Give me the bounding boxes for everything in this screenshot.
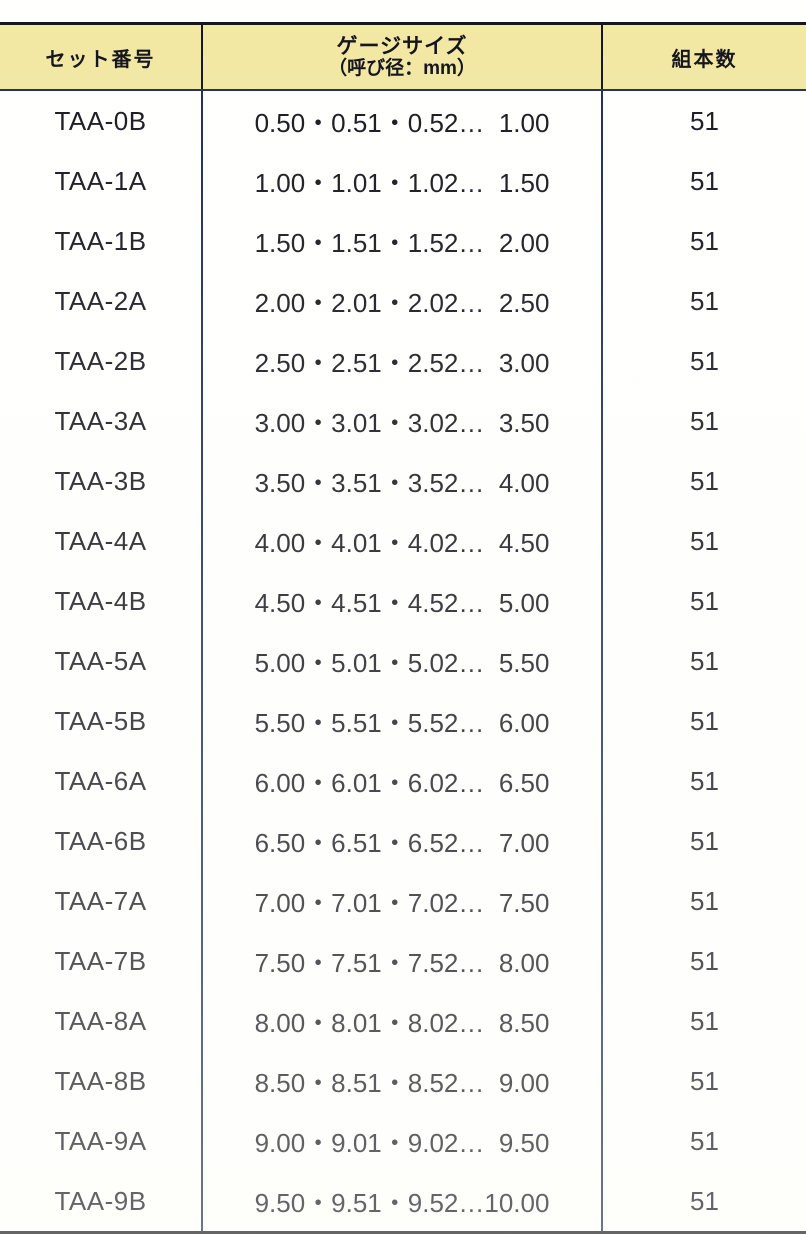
cell-count: 51 bbox=[602, 811, 806, 871]
table-row: TAA-3A 3.00・3.01・3.02… 3.50 51 bbox=[0, 391, 806, 451]
table-header: セット番号 ゲージサイズ （呼び径：mm） 組本数 bbox=[0, 22, 806, 91]
cell-gauge-size: 7.50・7.51・7.52… 8.00 bbox=[202, 931, 603, 991]
cell-set-no: TAA-5A bbox=[0, 631, 203, 691]
table-row: TAA-3B 3.50・3.51・3.52… 4.00 51 bbox=[0, 451, 806, 511]
cell-gauge-size: 2.50・2.51・2.52… 3.00 bbox=[202, 331, 603, 391]
cell-count: 51 bbox=[602, 691, 806, 751]
cell-set-no: TAA-1B bbox=[0, 211, 203, 271]
cell-count: 51 bbox=[602, 931, 806, 991]
cell-set-no: TAA-4B bbox=[0, 571, 203, 631]
cell-set-no: TAA-8A bbox=[0, 991, 203, 1051]
cell-gauge-size: 5.00・5.01・5.02… 5.50 bbox=[202, 631, 603, 691]
cell-count: 51 bbox=[602, 1051, 806, 1111]
table-row: TAA-5A 5.00・5.01・5.02… 5.50 51 bbox=[0, 631, 806, 691]
cell-gauge-size: 5.50・5.51・5.52… 6.00 bbox=[202, 691, 603, 751]
cell-count: 51 bbox=[602, 871, 806, 931]
column-header-gauge-size: ゲージサイズ （呼び径：mm） bbox=[202, 22, 603, 91]
table-row: TAA-9B 9.50・9.51・9.52…10.00 51 bbox=[0, 1171, 806, 1234]
table-row: TAA-6A 6.00・6.01・6.02… 6.50 51 bbox=[0, 751, 806, 811]
cell-set-no: TAA-7A bbox=[0, 871, 203, 931]
cell-count: 51 bbox=[602, 571, 806, 631]
cell-count: 51 bbox=[602, 1171, 806, 1234]
column-header-set-no: セット番号 bbox=[0, 22, 203, 91]
cell-gauge-size: 6.00・6.01・6.02… 6.50 bbox=[202, 751, 603, 811]
cell-count: 51 bbox=[602, 511, 806, 571]
cell-count: 51 bbox=[602, 271, 806, 331]
table-row: TAA-8A 8.00・8.01・8.02… 8.50 51 bbox=[0, 991, 806, 1051]
table-row: TAA-7B 7.50・7.51・7.52… 8.00 51 bbox=[0, 931, 806, 991]
cell-gauge-size: 3.50・3.51・3.52… 4.00 bbox=[202, 451, 603, 511]
column-header-count: 組本数 bbox=[602, 22, 806, 91]
column-header-gauge-size-unit: （呼び径：mm） bbox=[328, 58, 476, 80]
cell-set-no: TAA-4A bbox=[0, 511, 203, 571]
cell-count: 51 bbox=[602, 331, 806, 391]
cell-set-no: TAA-3B bbox=[0, 451, 203, 511]
column-header-gauge-size-label: ゲージサイズ bbox=[336, 34, 468, 58]
cell-gauge-size: 4.50・4.51・4.52… 5.00 bbox=[202, 571, 603, 631]
cell-set-no: TAA-0B bbox=[0, 90, 203, 151]
cell-set-no: TAA-9B bbox=[0, 1171, 203, 1234]
cell-gauge-size: 0.50・0.51・0.52… 1.00 bbox=[202, 90, 603, 151]
cell-gauge-size: 8.50・8.51・8.52… 9.00 bbox=[202, 1051, 603, 1111]
table-row: TAA-6B 6.50・6.51・6.52… 7.00 51 bbox=[0, 811, 806, 871]
cell-set-no: TAA-6A bbox=[0, 751, 203, 811]
cell-gauge-size: 2.00・2.01・2.02… 2.50 bbox=[202, 271, 603, 331]
table-row: TAA-7A 7.00・7.01・7.02… 7.50 51 bbox=[0, 871, 806, 931]
cell-gauge-size: 3.00・3.01・3.02… 3.50 bbox=[202, 391, 603, 451]
column-header-set-no-label: セット番号 bbox=[45, 48, 156, 71]
table-row: TAA-9A 9.00・9.01・9.02… 9.50 51 bbox=[0, 1111, 806, 1171]
table-row: TAA-0B 0.50・0.51・0.52… 1.00 51 bbox=[0, 90, 806, 151]
cell-count: 51 bbox=[602, 151, 806, 211]
table-row: TAA-8B 8.50・8.51・8.52… 9.00 51 bbox=[0, 1051, 806, 1111]
cell-count: 51 bbox=[602, 631, 806, 691]
cell-count: 51 bbox=[602, 451, 806, 511]
header-row: セット番号 ゲージサイズ （呼び径：mm） 組本数 bbox=[0, 22, 806, 91]
cell-gauge-size: 7.00・7.01・7.02… 7.50 bbox=[202, 871, 603, 931]
cell-set-no: TAA-6B bbox=[0, 811, 203, 871]
cell-gauge-size: 9.00・9.01・9.02… 9.50 bbox=[202, 1111, 603, 1171]
table-body: TAA-0B 0.50・0.51・0.52… 1.00 51 TAA-1A 1.00・1… bbox=[0, 90, 806, 1234]
cell-set-no: TAA-2B bbox=[0, 331, 203, 391]
table-row: TAA-5B 5.50・5.51・5.52… 6.00 51 bbox=[0, 691, 806, 751]
cell-count: 51 bbox=[602, 1111, 806, 1171]
cell-gauge-size: 9.50・9.51・9.52…10.00 bbox=[202, 1171, 603, 1234]
table-row: TAA-1B 1.50・1.51・1.52… 2.00 51 bbox=[0, 211, 806, 271]
column-header-count-label: 組本数 bbox=[671, 48, 738, 71]
gauge-set-table: セット番号 ゲージサイズ （呼び径：mm） 組本数 TAA-0B 0.50・0.5… bbox=[0, 22, 806, 1234]
cell-set-no: TAA-2A bbox=[0, 271, 203, 331]
cell-count: 51 bbox=[602, 751, 806, 811]
cell-gauge-size: 6.50・6.51・6.52… 7.00 bbox=[202, 811, 603, 871]
cell-gauge-size: 4.00・4.01・4.02… 4.50 bbox=[202, 511, 603, 571]
cell-count: 51 bbox=[602, 391, 806, 451]
cell-set-no: TAA-7B bbox=[0, 931, 203, 991]
cell-gauge-size: 1.00・1.01・1.02… 1.50 bbox=[202, 151, 603, 211]
table-row: TAA-4A 4.00・4.01・4.02… 4.50 51 bbox=[0, 511, 806, 571]
cell-count: 51 bbox=[602, 991, 806, 1051]
cell-set-no: TAA-3A bbox=[0, 391, 203, 451]
cell-set-no: TAA-5B bbox=[0, 691, 203, 751]
cell-gauge-size: 8.00・8.01・8.02… 8.50 bbox=[202, 991, 603, 1051]
table-row: TAA-1A 1.00・1.01・1.02… 1.50 51 bbox=[0, 151, 806, 211]
cell-set-no: TAA-1A bbox=[0, 151, 203, 211]
table-row: TAA-2B 2.50・2.51・2.52… 3.00 51 bbox=[0, 331, 806, 391]
cell-gauge-size: 1.50・1.51・1.52… 2.00 bbox=[202, 211, 603, 271]
table-row: TAA-2A 2.00・2.01・2.02… 2.50 51 bbox=[0, 271, 806, 331]
cell-set-no: TAA-8B bbox=[0, 1051, 203, 1111]
cell-count: 51 bbox=[602, 90, 806, 151]
cell-set-no: TAA-9A bbox=[0, 1111, 203, 1171]
table-row: TAA-4B 4.50・4.51・4.52… 5.00 51 bbox=[0, 571, 806, 631]
cell-count: 51 bbox=[602, 211, 806, 271]
